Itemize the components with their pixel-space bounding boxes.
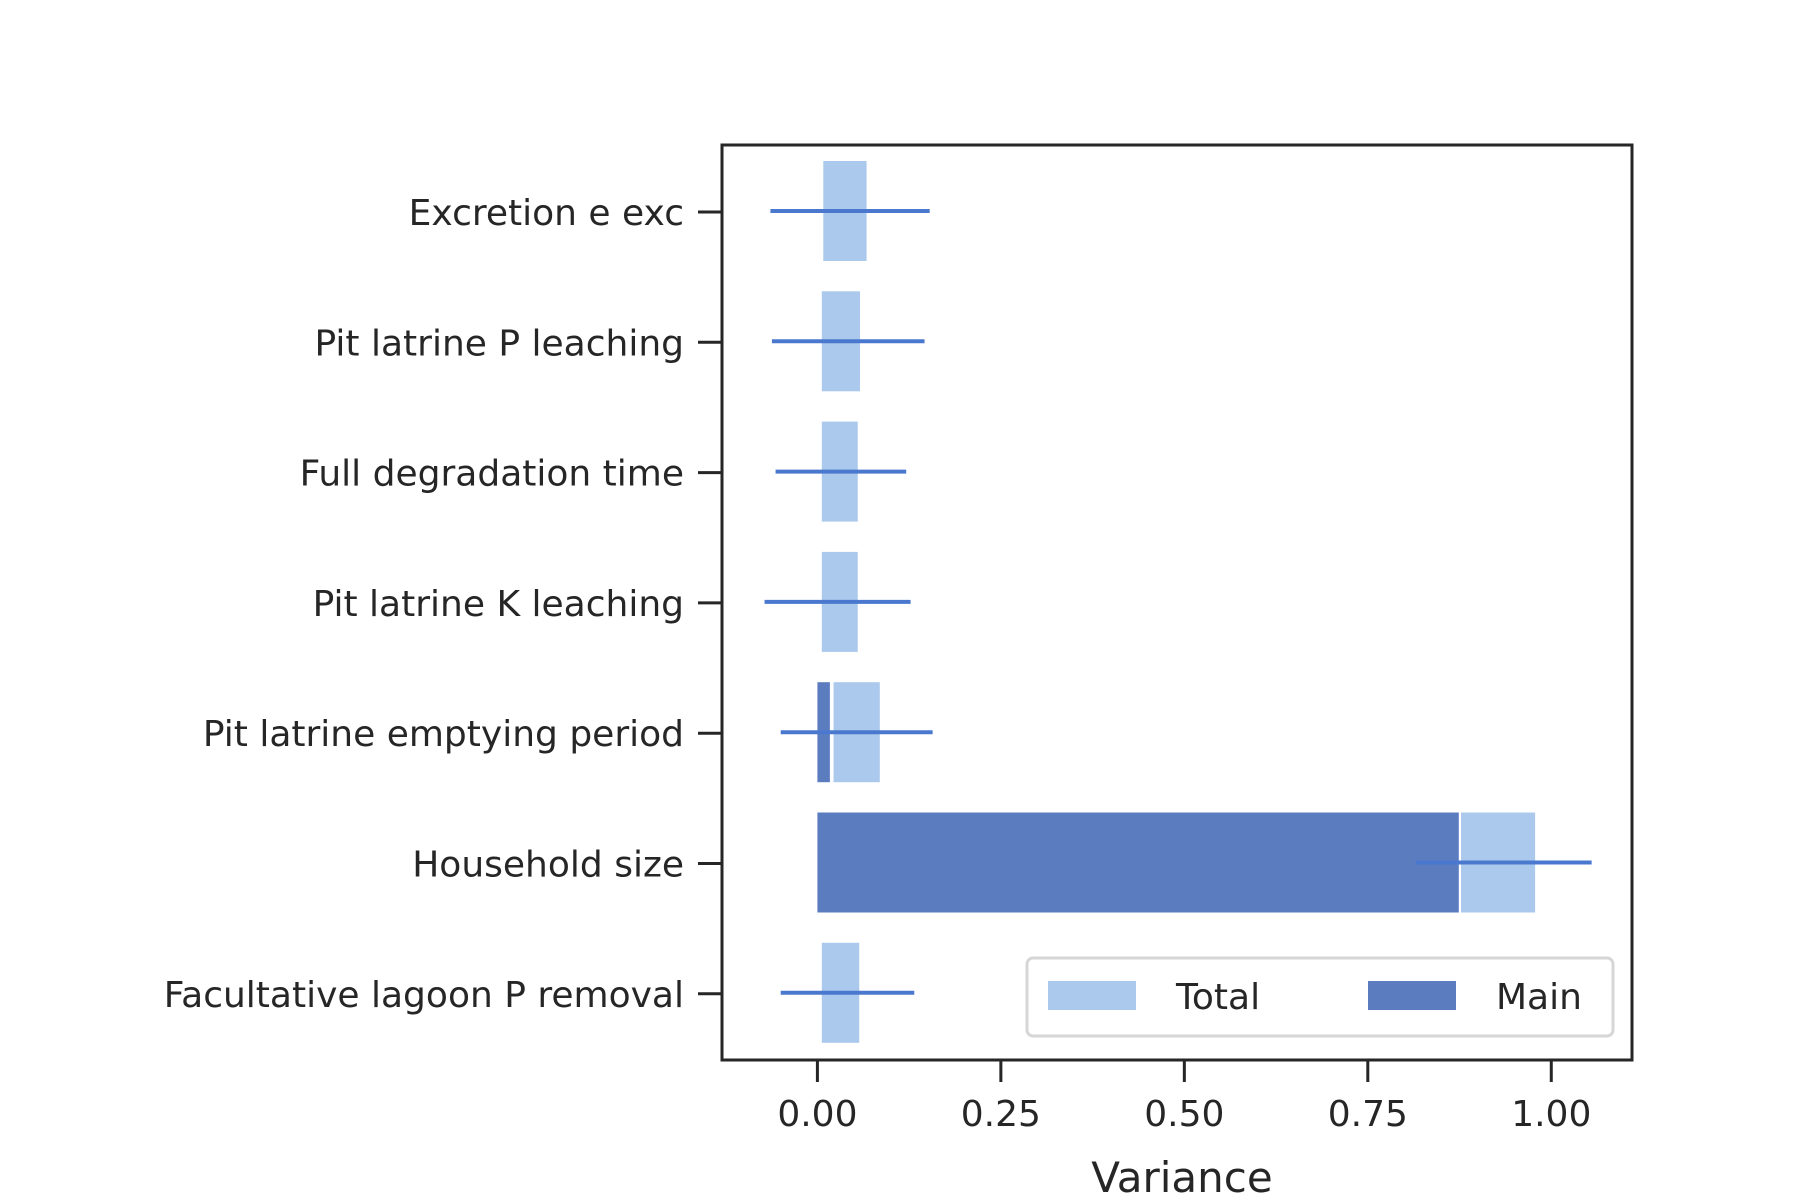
y-tick-label: Household size xyxy=(412,845,684,886)
y-tick-label: Pit latrine P leaching xyxy=(314,323,684,364)
y-tick-label: Facultative lagoon P removal xyxy=(164,975,684,1016)
y-axis: Excretion e exc Pit latrine P leaching Ful… xyxy=(164,193,722,1016)
x-tick-label: 0.50 xyxy=(1144,1094,1224,1135)
x-tick-label: 1.00 xyxy=(1511,1094,1591,1135)
x-axis-label: Variance xyxy=(1091,1153,1272,1200)
y-tick-label: Pit latrine K leaching xyxy=(313,584,684,625)
x-tick-label: 0.75 xyxy=(1328,1094,1408,1135)
y-tick-label: Full degradation time xyxy=(300,454,684,495)
legend: Total Main xyxy=(1025,956,1615,1038)
legend-box xyxy=(1025,956,1615,1038)
y-tick-label: Excretion e exc xyxy=(409,193,684,234)
x-tick-label: 0.00 xyxy=(777,1094,857,1135)
x-axis: 0.00 0.25 0.50 0.75 1.00 xyxy=(777,1060,1591,1135)
chart-marks xyxy=(764,161,1592,1043)
y-tick-label: Pit latrine emptying period xyxy=(203,714,684,755)
x-tick-label: 0.25 xyxy=(961,1094,1041,1135)
legend-label-total: Total xyxy=(1175,977,1260,1018)
main-bar xyxy=(817,812,1459,913)
legend-swatch-main xyxy=(1368,981,1456,1010)
legend-swatch-total xyxy=(1048,981,1136,1010)
legend-label-main: Main xyxy=(1496,977,1582,1018)
